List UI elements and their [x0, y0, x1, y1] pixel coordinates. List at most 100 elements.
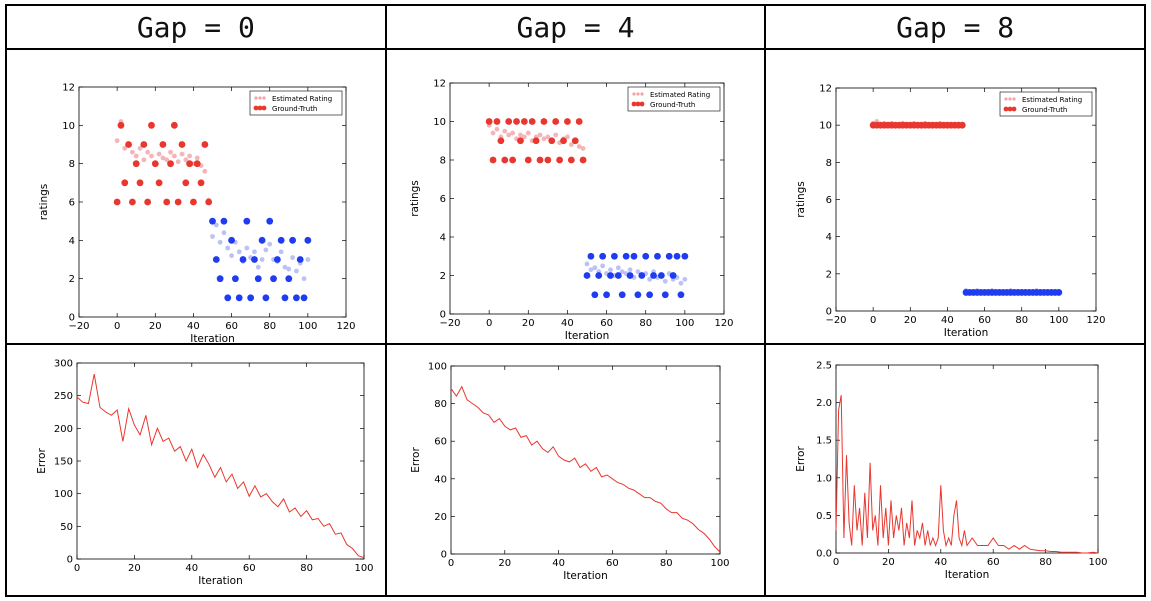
gap0-ratings-gt-point-44 [281, 294, 289, 302]
gap4-ratings-est-point-31 [607, 267, 613, 273]
gap4-ratings-gt-point-47 [669, 272, 677, 279]
gap0-ratings-gt-point-36 [251, 256, 258, 263]
gap4-ratings-gt-point-31 [606, 272, 614, 279]
gap0-ratings-est-point-13 [164, 157, 170, 163]
gap8-ratings-ylabel: ratings [795, 181, 807, 218]
gap4-ratings-gt-point-20 [563, 118, 571, 125]
gap4-ratings-est-point-49 [678, 280, 683, 286]
gap4-ratings-gt-point-7 [512, 118, 520, 125]
gap0-ratings-gt-point-17 [178, 141, 186, 148]
gap0-ratings-gt-point-15 [170, 121, 178, 129]
gap0-ratings-gt-point-11 [155, 179, 163, 187]
gap4-ratings-gt-point-14 [540, 118, 547, 125]
cell-gap8-error: 0 20 40 60 80 100 0.0 0.5 1.0 1.5 2.0 2.5 Iteration E… [764, 343, 1146, 597]
gap0-ratings-legend-marker-1-1 [257, 105, 263, 111]
gap0-error-xtick-label-5: 100 [354, 563, 373, 574]
gap0-ratings-xtick-label-2: 20 [149, 321, 162, 332]
gap4-ratings-xtick-label-2: 20 [522, 318, 535, 329]
gap0-ratings-est-point-32 [236, 249, 242, 255]
gap4-ratings-legend-label-1: Ground-Truth [650, 101, 695, 109]
gap4-ratings-est-point-13 [537, 132, 543, 138]
gap0-ratings-gt-point-24 [205, 198, 213, 206]
gap4-ratings-est-point-9 [521, 134, 527, 140]
gap0-ratings-gt-point-45 [285, 275, 293, 283]
gap8-error-ytick-label-1: 0.5 [816, 511, 832, 522]
cell-gap4-error: 0 20 40 60 80 100 0 20 40 60 80 100 Iteration Error [384, 343, 767, 597]
gap8-error-ytick-label-4: 2.0 [816, 398, 832, 409]
gap8-ratings-legend-box [1000, 91, 1093, 117]
gap0-ratings-gt-point-31 [231, 275, 239, 283]
gap4-error-error-line [450, 385, 721, 553]
gap4-error-xtick-label-1: 20 [498, 558, 511, 569]
gap0-ratings-gt-point-50 [304, 236, 312, 244]
gap8-ratings-xtick-label-5: 80 [1016, 315, 1029, 326]
gap0-ratings-gt-point-27 [216, 275, 224, 283]
gap4-ratings-gt-point-18 [555, 156, 563, 164]
gap0-ratings-gt-point-1 [117, 121, 125, 129]
gap4-error-xtick-label-5: 100 [710, 558, 729, 569]
gap0-ratings-gt-point-22 [197, 179, 205, 187]
gap0-ratings-chart: −20 0 20 40 60 80 100 120024681012Iterationrati… [38, 83, 356, 346]
gap8-error-xtick-label-4: 80 [1040, 557, 1053, 568]
gap0-ratings-gt-point-40 [266, 217, 274, 225]
gap0-ratings-gt-point-23 [201, 141, 209, 148]
gap0-ratings-est-point-9 [149, 153, 154, 159]
gap0-ratings-est-point-0 [114, 138, 120, 144]
gap0-ratings-gt-point-38 [258, 236, 266, 244]
gap0-ratings-gt-point-46 [289, 236, 296, 244]
gap4-ratings-est-point-24 [580, 146, 586, 151]
gap0-ratings-gt-point-10 [151, 160, 159, 168]
figure-table: Gap = 0 Gap = 4 Gap = 8 −20 0 20 40 60 80 100 1… [5, 4, 1146, 597]
gap0-ratings-est-point-12 [160, 155, 166, 161]
gap4-ratings-gt-point-34 [618, 291, 626, 299]
gap0-ratings-gt-point-3 [125, 141, 132, 148]
gap4-ratings-legend-marker-0-1 [636, 92, 640, 96]
gap4-error-ytick-label-0: 0 [440, 550, 446, 561]
gap0-error-xtick-label-0: 0 [74, 563, 80, 574]
gap0-error-ylabel: Error [36, 448, 48, 474]
gap0-ratings-legend-marker-0-2 [262, 96, 266, 100]
gap0-ratings-ytick-label-4: 8 [69, 159, 75, 170]
gap0-ratings-gt-point-6 [136, 179, 144, 187]
gap0-error-xlabel: Iteration [198, 575, 243, 587]
gap0-ratings-gt-point-41 [270, 275, 277, 283]
gap0-ratings-est-point-26 [213, 222, 219, 228]
gap4-ratings-xtick-label-1: 0 [486, 318, 492, 329]
gap0-ratings-legend-marker-1-0 [253, 105, 259, 111]
gap4-ratings-gt-point-38 [634, 291, 641, 299]
gap0-ratings-xtick-label-3: 40 [187, 321, 200, 332]
gap0-ratings-gt-point-30 [228, 236, 235, 244]
gap8-ratings-legend-label-1: Ground-Truth [1022, 106, 1067, 114]
gap0-ratings-est-point-18 [183, 157, 189, 163]
gap4-ratings-legend-label-0: Estimated Rating [650, 91, 710, 99]
gap4-ratings-gt-point-26 [587, 252, 594, 260]
gap0-ratings-legend-marker-1-2 [261, 105, 267, 111]
gap4-ratings-est-point-45 [662, 278, 668, 284]
gap0-ratings-est-point-50 [305, 257, 311, 262]
gap4-ratings-ytick-label-3: 6 [439, 194, 445, 205]
gap4-ratings-est-point-20 [564, 134, 570, 140]
gap4-ratings-est-point-26 [588, 267, 593, 273]
gap4-ratings-gt-point-40 [641, 252, 649, 260]
gap4-ratings-xtick-label-6: 100 [675, 318, 694, 329]
gap4-ratings-gt-point-4 [501, 156, 508, 164]
gap0-error-chart: 0 20 40 60 80 100 0 50 100 150 200 250 300 Iteration E… [36, 359, 374, 588]
gap4-ratings-legend-marker-1-2 [639, 101, 645, 107]
gap0-ratings-gt-point-18 [182, 179, 190, 187]
gap8-error-xtick-label-5: 100 [1089, 557, 1108, 568]
gap4-error-ytick-label-2: 40 [434, 474, 447, 485]
gap4-ratings-legend-box [627, 86, 720, 112]
gap8-ratings-ytick-label-1: 2 [826, 269, 832, 280]
gap0-ratings-ytick-label-6: 12 [62, 83, 75, 94]
gap0-error-xtick-label-3: 60 [243, 563, 256, 574]
gap4-ratings-chart: −20 0 20 40 60 80 100 120024681012Iterationrati… [409, 79, 734, 343]
gap0-ratings-est-point-39 [263, 247, 269, 253]
gap0-ratings-est-point-11 [156, 151, 162, 157]
gap4-ratings-est-point-5 [505, 132, 511, 138]
gap4-ratings-gt-point-11 [528, 118, 536, 125]
gap4-ratings-est-point-25 [584, 261, 590, 267]
gap4-ratings-ytick-label-5: 10 [433, 117, 446, 128]
gap0-ratings-gt-point-16 [174, 198, 182, 206]
gap8-error-ytick-label-0: 0.0 [816, 549, 832, 560]
gap0-error-ytick-label-1: 50 [60, 522, 73, 533]
